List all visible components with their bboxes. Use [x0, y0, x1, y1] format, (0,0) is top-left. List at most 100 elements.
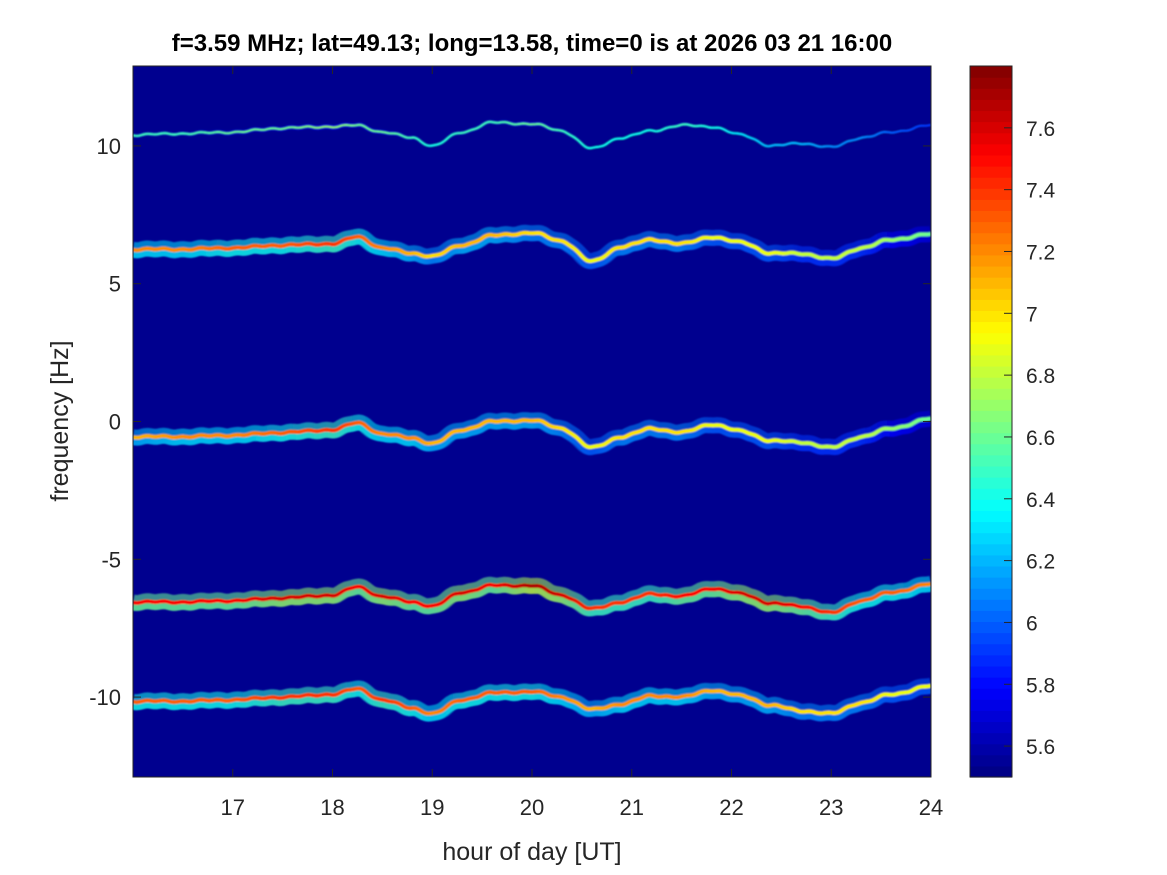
colorbar-step	[970, 621, 1012, 634]
colorbar-step	[970, 288, 1012, 300]
colorbar-step	[970, 410, 1012, 423]
x-axis-ticks: 17 18 19 20 21 22 23 24	[221, 66, 943, 820]
colorbar-step	[970, 199, 1012, 212]
colorbar-tick-label: 6.8	[1026, 365, 1055, 388]
colorbar-tick-label: 7.4	[1026, 180, 1056, 203]
colorbar-step	[970, 377, 1012, 389]
y-tick-label: 10	[97, 134, 121, 159]
colorbar-step	[970, 66, 1012, 78]
x-tick-label: 22	[719, 795, 743, 820]
x-tick-label: 21	[620, 795, 644, 820]
colorbar-step	[970, 177, 1012, 189]
colorbar-step	[970, 599, 1012, 611]
colorbar-tick-label: 6	[1026, 612, 1038, 635]
trace-3-core	[133, 416, 931, 450]
colorbar-step	[970, 543, 1012, 556]
colorbar-step	[970, 532, 1012, 545]
trace-3	[133, 410, 931, 456]
trace-2-core	[133, 230, 931, 264]
colorbar-step	[970, 432, 1012, 445]
trace-4	[133, 575, 931, 621]
colorbar-step	[970, 332, 1012, 345]
trace-5-core	[133, 683, 931, 716]
trace-4-core	[133, 581, 931, 615]
colorbar-step	[970, 321, 1012, 334]
colorbar-step	[970, 488, 1012, 500]
colorbar-step	[970, 443, 1012, 456]
y-tick-label: -5	[101, 547, 121, 572]
colorbar-step	[970, 143, 1012, 156]
colorbar-step	[970, 577, 1012, 589]
colorbar-step	[970, 221, 1012, 234]
colorbar-step	[970, 521, 1012, 534]
colorbar-tick-label: 7.6	[1026, 118, 1055, 141]
colorbar-step	[970, 732, 1012, 745]
trace-4-lower-band	[133, 585, 931, 621]
colorbar-step	[970, 210, 1012, 223]
colorbar-tick-label: 5.8	[1026, 674, 1055, 697]
colorbar-step	[970, 754, 1012, 767]
colorbar-tick-label: 6.4	[1026, 489, 1056, 512]
y-axis-label: frequency [Hz]	[46, 340, 74, 501]
colorbar-step	[970, 343, 1012, 356]
colorbar-step	[970, 743, 1012, 756]
colorbar-step	[970, 465, 1012, 478]
colorbar-step	[970, 310, 1012, 323]
colorbar-step	[970, 765, 1012, 778]
colorbar-step	[970, 710, 1012, 723]
colorbar-step	[970, 610, 1012, 623]
colorbar-step	[970, 499, 1012, 511]
x-tick-label: 24	[919, 795, 943, 820]
colorbar-tick-label: 6.2	[1026, 551, 1055, 574]
x-axis-label: hour of day [UT]	[442, 838, 621, 866]
colorbar-step	[970, 121, 1012, 134]
y-tick-label: -10	[89, 685, 121, 710]
colorbar-step	[970, 565, 1012, 578]
colorbar-step	[970, 699, 1012, 711]
y-tick-label: 0	[109, 410, 121, 435]
colorbar-step	[970, 77, 1012, 89]
y-axis-ticks: 10 5 0 -5 -10	[89, 134, 931, 710]
colorbar-step	[970, 554, 1012, 567]
colorbar-step	[970, 299, 1012, 312]
colorbar-step	[970, 354, 1012, 367]
chart-title: f=3.59 MHz; lat=49.13; long=13.58, time=…	[172, 30, 892, 57]
colorbar-step	[970, 110, 1012, 123]
x-tick-label: 17	[221, 795, 245, 820]
colorbar-step	[970, 243, 1012, 256]
colorbar-step	[970, 165, 1012, 178]
y-tick-label: 5	[109, 272, 121, 297]
colorbar-tick-label: 6.6	[1026, 427, 1055, 450]
colorbar-step	[970, 654, 1012, 667]
colorbar-step	[970, 643, 1012, 656]
colorbar-step	[970, 99, 1012, 112]
colorbar-step	[970, 232, 1012, 245]
colorbar-step	[970, 277, 1012, 289]
colorbar-tick-label: 7	[1026, 303, 1038, 326]
trace-3-lower-band	[133, 420, 931, 456]
colorbar-step	[970, 477, 1012, 489]
colorbar-tick-label: 5.6	[1026, 736, 1055, 759]
doppler-traces	[133, 119, 931, 722]
colorbar-step	[970, 399, 1012, 411]
colorbar-step	[970, 632, 1012, 645]
colorbar-step	[970, 688, 1012, 700]
colorbar-step	[970, 388, 1012, 400]
colorbar: 5.6 5.8 6 6.2 6.4 6.6 6.8 7 7.2 7.4 7.6	[969, 65, 1056, 778]
colorbar-step	[970, 677, 1012, 689]
x-tick-label: 18	[320, 795, 344, 820]
colorbar-step	[970, 88, 1012, 100]
trace-2	[133, 224, 931, 270]
colorbar-step	[970, 254, 1012, 267]
trace-1	[133, 119, 931, 151]
colorbar-step	[970, 454, 1012, 467]
trace-5	[133, 677, 931, 722]
colorbar-step	[970, 510, 1012, 523]
colorbar-tick-label: 7.2	[1026, 241, 1055, 264]
trace-2-lower-band	[133, 234, 931, 270]
x-tick-label: 23	[819, 795, 843, 820]
colorbar-step	[970, 665, 1012, 678]
plot-area: 17 18 19 20 21 22 23 24 10 5 0 -5 -10	[89, 65, 943, 820]
colorbar-step	[970, 265, 1012, 278]
